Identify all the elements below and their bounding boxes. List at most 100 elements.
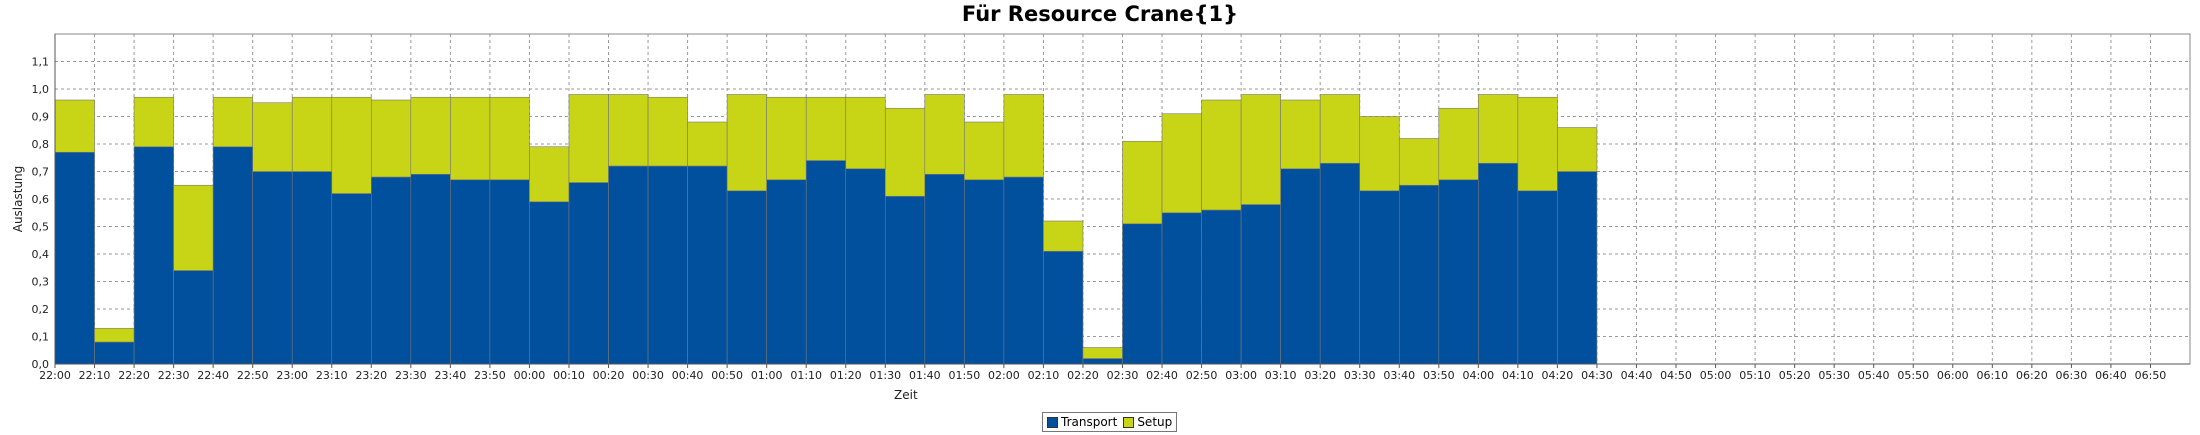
bar-setup <box>845 96 886 170</box>
bar-setup <box>94 327 135 343</box>
x-tick-label: 01:40 <box>909 369 941 382</box>
x-tick-label: 04:20 <box>1542 369 1574 382</box>
bar-transport <box>726 190 767 365</box>
bar-transport <box>291 171 333 365</box>
bar-setup <box>212 96 253 148</box>
chart-title: Für Resource Crane{1} <box>961 2 1239 26</box>
x-tick-label: 23:50 <box>474 369 506 382</box>
bar-transport <box>1478 162 1519 365</box>
bar-transport <box>766 179 807 365</box>
bar-setup <box>568 94 609 183</box>
bar-setup <box>1319 94 1361 164</box>
x-tick-label: 05:40 <box>1858 369 1890 382</box>
bar-setup <box>1478 94 1519 164</box>
legend-label-setup: Setup <box>1137 415 1173 429</box>
x-tick-label: 06:40 <box>2095 369 2127 382</box>
bar-transport <box>450 179 491 365</box>
legend-label-transport: Transport <box>1061 415 1118 429</box>
bar-setup <box>1122 140 1163 225</box>
bar-setup <box>964 121 1005 181</box>
x-tick-label: 02:00 <box>988 369 1020 382</box>
bar-transport <box>568 182 609 365</box>
bar-setup <box>1359 116 1400 192</box>
bar-transport <box>1082 358 1123 365</box>
bar-transport <box>687 165 728 365</box>
bar-transport <box>964 179 1005 365</box>
bar-setup <box>726 94 767 192</box>
x-tick-label: 06:50 <box>2135 369 2167 382</box>
x-tick-label: 06:10 <box>1976 369 2008 382</box>
y-axis-label: Auslastung <box>11 166 25 233</box>
y-tick-label: 1,1 <box>32 56 50 69</box>
x-tick-label: 00:20 <box>593 369 625 382</box>
bar-setup <box>608 94 649 167</box>
bar-transport <box>1438 179 1479 365</box>
bar-setup <box>884 107 926 197</box>
bar-setup <box>450 96 491 181</box>
x-tick-label: 01:10 <box>790 369 822 382</box>
bar-setup <box>252 102 293 172</box>
axes: 0,0 0,1 0,2 0,3 0,4 0,5 0,6 0,7 0,8 0,9 1,0 1,1 22:0… <box>32 34 2190 382</box>
bar-transport <box>94 341 135 365</box>
x-tick-label: 03:20 <box>1304 369 1336 382</box>
x-tick-label: 04:30 <box>1581 369 1613 382</box>
x-tick-label: 06:20 <box>2016 369 2048 382</box>
bar-transport <box>1280 168 1321 365</box>
bar-setup <box>1201 99 1242 211</box>
x-tick-label: 22:10 <box>79 369 111 382</box>
bar-transport <box>1359 190 1400 365</box>
x-tick-label: 00:40 <box>672 369 704 382</box>
bar-transport <box>1398 184 1440 365</box>
bar-setup <box>1161 113 1202 214</box>
y-tick-label: 0,2 <box>32 303 50 316</box>
bar-setup <box>54 99 95 153</box>
bar-transport <box>1517 190 1558 365</box>
bar-transport <box>924 173 965 365</box>
y-tick-label: 0,4 <box>32 248 50 261</box>
x-tick-label: 04:40 <box>1621 369 1653 382</box>
x-tick-label: 23:10 <box>316 369 348 382</box>
x-tick-label: 22:40 <box>197 369 229 382</box>
x-tick-label: 01:30 <box>869 369 901 382</box>
bar-transport <box>370 176 412 365</box>
bar-transport <box>54 151 95 365</box>
x-tick-label: 04:50 <box>1660 369 1692 382</box>
x-tick-label: 22:20 <box>118 369 150 382</box>
x-tick-label: 01:00 <box>751 369 783 382</box>
y-tick-label: 0,1 <box>32 331 50 344</box>
x-tick-label: 00:30 <box>632 369 664 382</box>
bar-transport <box>1043 250 1084 365</box>
bar-transport <box>1319 162 1361 365</box>
bar-setup <box>1082 347 1123 359</box>
bar-setup <box>924 94 965 175</box>
x-tick-label: 23:30 <box>395 369 427 382</box>
y-tick-label: 0,8 <box>32 138 50 151</box>
legend: Transport Setup <box>1042 412 1178 432</box>
x-tick-label: 22:50 <box>237 369 269 382</box>
bar-setup <box>1280 99 1321 170</box>
bar-setup <box>489 96 530 181</box>
bar-setup <box>173 184 214 271</box>
x-tick-label: 06:00 <box>1937 369 1969 382</box>
bar-transport <box>173 270 214 365</box>
bar-setup <box>291 96 333 172</box>
bar-setup <box>766 96 807 181</box>
bar-transport <box>884 195 926 365</box>
x-tick-label: 02:50 <box>1186 369 1218 382</box>
bar-setup <box>410 96 451 175</box>
legend-item-transport: Transport <box>1047 415 1117 429</box>
bar-setup <box>1003 94 1044 178</box>
x-tick-label: 02:10 <box>1028 369 1060 382</box>
legend-item-setup: Setup <box>1123 415 1172 429</box>
bar-transport <box>845 168 886 365</box>
bar-setup <box>1438 107 1479 181</box>
x-tick-label: 01:20 <box>830 369 862 382</box>
x-tick-label: 03:10 <box>1265 369 1297 382</box>
x-tick-label: 05:50 <box>1897 369 1929 382</box>
x-tick-label: 05:30 <box>1818 369 1850 382</box>
x-tick-label: 02:30 <box>1107 369 1139 382</box>
legend-swatch-setup <box>1123 416 1135 428</box>
bar-setup <box>1240 94 1281 205</box>
bar-transport <box>1161 212 1202 365</box>
